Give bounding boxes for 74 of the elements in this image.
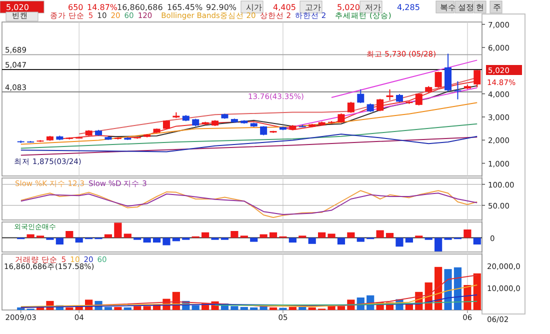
bar <box>202 232 210 238</box>
bar <box>230 231 238 238</box>
candlestick <box>444 53 452 92</box>
text: 주 <box>493 3 501 12</box>
bar <box>152 238 161 243</box>
bar <box>143 238 151 243</box>
bar <box>347 232 355 238</box>
bar <box>269 307 278 310</box>
candlestick <box>415 93 422 106</box>
bar <box>337 306 346 310</box>
bar <box>250 238 258 242</box>
bar <box>66 231 74 238</box>
bar <box>405 304 413 310</box>
bar <box>318 232 326 238</box>
bar <box>240 306 248 310</box>
bar <box>328 234 336 238</box>
bar <box>114 306 122 310</box>
bar <box>114 222 122 238</box>
text: 복수 <box>440 3 456 12</box>
text: 현 <box>476 3 484 12</box>
bar <box>464 230 472 238</box>
candlestick <box>376 98 384 112</box>
text: 92.90% <box>206 3 237 12</box>
text: 14.87% <box>87 3 118 12</box>
text: 4,405 <box>273 3 296 12</box>
bar <box>192 305 200 310</box>
bar <box>269 232 278 238</box>
bar <box>134 306 142 310</box>
candlestick <box>357 88 364 104</box>
bar <box>337 238 346 244</box>
bar <box>75 238 83 243</box>
bar <box>298 306 306 310</box>
bar <box>250 307 258 310</box>
bar <box>124 307 132 310</box>
bar <box>308 307 316 310</box>
text: 저가 <box>365 3 381 12</box>
bar <box>308 238 316 244</box>
bar <box>143 306 151 310</box>
text: 고가 <box>305 3 321 12</box>
bar <box>66 307 74 310</box>
line-series <box>20 123 478 149</box>
bar <box>473 273 481 310</box>
text: 650 <box>68 3 84 12</box>
text: 16,860,686 <box>117 3 163 12</box>
bar <box>473 238 481 244</box>
text: 시가 <box>246 3 262 12</box>
candlestick <box>386 88 394 101</box>
text: 설정 <box>458 3 474 12</box>
bar <box>124 234 132 238</box>
bar <box>26 234 34 238</box>
bar <box>288 306 296 310</box>
bar <box>104 234 112 238</box>
bar <box>288 238 296 243</box>
candlestick <box>474 70 481 88</box>
text: 165.45% <box>167 3 203 12</box>
bar <box>260 234 268 238</box>
bar <box>434 238 442 252</box>
bar <box>376 230 384 238</box>
bar <box>356 238 364 242</box>
text: 4,285 <box>397 3 420 12</box>
text: 5,020 <box>337 3 360 12</box>
bar <box>162 238 170 246</box>
bar <box>230 306 238 310</box>
bar <box>104 306 112 310</box>
bar <box>56 238 64 244</box>
line-series <box>20 102 478 145</box>
bar <box>396 238 404 247</box>
candlestick <box>434 71 442 88</box>
bar <box>386 232 394 238</box>
candlestick <box>454 80 462 100</box>
candlestick <box>347 101 354 114</box>
text: 5,020 <box>6 3 29 12</box>
line-series <box>20 134 478 152</box>
bar <box>405 238 413 243</box>
